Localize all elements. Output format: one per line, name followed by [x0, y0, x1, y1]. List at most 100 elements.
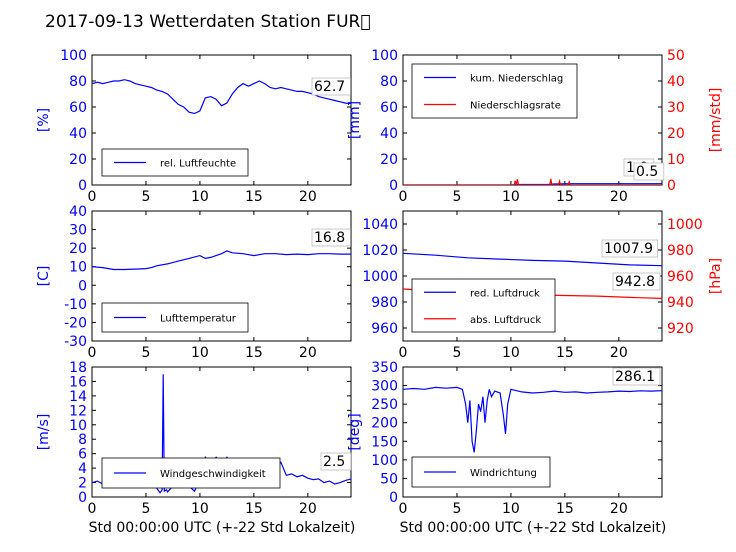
series-line-windrichtung	[403, 386, 662, 453]
y2-tick-label: 940	[667, 295, 694, 311]
y-tick-label: 60	[380, 100, 398, 116]
x-tick-label: 20	[299, 501, 317, 517]
y-tick-label: 1020	[362, 243, 398, 259]
y-tick-label: 6	[78, 447, 87, 463]
x-tick-label: 5	[452, 345, 461, 361]
x-tick-label: 10	[191, 501, 209, 517]
y2-tick-label: 1000	[667, 217, 703, 233]
y-tick-label: 100	[60, 48, 87, 64]
y-tick-label: -10	[64, 297, 87, 313]
y-axis-label: [C]	[36, 266, 52, 287]
x-axis-label-right: Std 00:00:00 UTC (+-22 Std Lokalzeit)	[400, 520, 667, 536]
value-label-box	[311, 77, 351, 96]
x-tick-label: 5	[141, 189, 150, 205]
x-tick-label: 15	[556, 345, 574, 361]
current-value-label: 2.5	[323, 454, 345, 470]
y-tick-label: 300	[371, 379, 398, 395]
x-tick-label: 15	[556, 501, 574, 517]
x-tick-label: 10	[502, 345, 520, 361]
y-tick-label: 10	[69, 418, 87, 434]
x-tick-label: 15	[245, 345, 263, 361]
y-tick-label: 350	[371, 360, 398, 376]
current-value-label: 16.8	[314, 230, 345, 246]
current-value-label: 62.7	[314, 79, 345, 95]
series-line-niederschlagsrate	[403, 178, 662, 185]
y-tick-label: -30	[64, 334, 87, 350]
y-tick-label: 200	[371, 416, 398, 432]
legend-entry: Niederschlagsrate	[470, 101, 561, 112]
y-tick-label: 250	[371, 397, 398, 413]
y-tick-label: 80	[69, 74, 87, 90]
current-value-label: 1007.9	[604, 241, 653, 257]
chart-panel-humidity: 0 5 10 15 20 0 20 40 60 80 100 [%] rel. Luftfeuchte 6…	[36, 48, 352, 205]
y2-tick-label: 10	[667, 152, 685, 168]
y-tick-label: 40	[69, 126, 87, 142]
x-tick-label: 20	[610, 189, 628, 205]
x-tick-label: 15	[245, 189, 263, 205]
y-tick-label: 2	[78, 476, 87, 492]
figure-title: 2017-09-13 Wetterdaten Station FUR 	[45, 12, 371, 32]
y-tick-label: 0	[78, 178, 87, 194]
x-tick-label: 5	[141, 501, 150, 517]
value-label-box	[612, 272, 661, 291]
y2-tick-label: 960	[667, 269, 694, 285]
y-tick-label: 40	[380, 126, 398, 142]
current-value-label: 0.5	[636, 164, 658, 180]
legend-entry: Windgeschwindigkeit	[160, 469, 266, 480]
y-tick-label: 4	[78, 461, 87, 477]
chart-panel-temperature: 0 5 10 15 20 -30 -20 -10 0 10 20 30 40 [C] Lufttempera…	[36, 204, 352, 361]
y2-tick-label: 0	[667, 178, 676, 194]
x-axis-label-left: Std 00:00:00 UTC (+-22 Std Lokalzeit)	[89, 520, 356, 536]
legend-entry: abs. Luftdruck	[470, 315, 541, 326]
y-axis-label: [%]	[36, 108, 52, 132]
y-tick-label: 0	[78, 490, 87, 506]
legend-box	[101, 148, 249, 177]
y2-tick-label: 920	[667, 321, 694, 337]
current-value-label: 286.1	[615, 369, 655, 385]
series-line-red-luftdruck	[403, 252, 662, 267]
series-line-rel-luftfeuchte	[92, 79, 351, 115]
y-tick-label: 30	[69, 223, 87, 239]
x-tick-label: 10	[191, 345, 209, 361]
chart-panel-pressure: 0 5 10 15 20 960 980 1000 1020 1040 920 940 960 980 10…	[362, 210, 724, 361]
y2-axis-label: [mm/std]	[708, 88, 724, 153]
y-tick-label: 40	[69, 204, 87, 220]
y-tick-label: 0	[389, 178, 398, 194]
y-tick-label: 18	[69, 360, 87, 376]
y-tick-label: 0	[389, 490, 398, 506]
y-tick-label: 20	[69, 241, 87, 257]
x-tick-label: 5	[452, 189, 461, 205]
value-label-box	[311, 228, 351, 247]
value-label-box	[320, 452, 352, 471]
y-tick-label: 10	[69, 260, 87, 276]
x-tick-label: 15	[245, 501, 263, 517]
x-tick-label: 20	[610, 501, 628, 517]
value-label-box	[633, 162, 665, 181]
x-tick-label: 0	[88, 189, 97, 205]
x-tick-label: 0	[88, 501, 97, 517]
y2-axis-label: [hPa]	[708, 258, 724, 294]
y-tick-label: 100	[371, 453, 398, 469]
y-tick-label: 100	[371, 48, 398, 64]
y-tick-label: 1000	[362, 269, 398, 285]
y2-tick-label: 30	[667, 100, 685, 116]
current-value-label: 942.8	[615, 274, 655, 290]
x-tick-label: 10	[502, 189, 520, 205]
value-label-box	[612, 367, 661, 386]
chart-panel-wind-speed: 0 5 10 15 20024681012141618[m/s]Windgeschwin…	[36, 360, 352, 517]
x-tick-label: 0	[399, 345, 408, 361]
chart-panel-precip: 0 5 10 15 20 0 20 40 60 80 100 0 10 20 30 40 50 [mm] [mm/s…	[347, 48, 724, 205]
x-tick-label: 5	[141, 345, 150, 361]
x-tick-label: 20	[299, 189, 317, 205]
y-axis-label: [mm]	[347, 101, 363, 139]
x-tick-label: 0	[399, 189, 408, 205]
value-label-box	[601, 239, 658, 258]
y2-tick-label: 20	[667, 126, 685, 142]
x-tick-label: 10	[502, 501, 520, 517]
legend-box	[411, 278, 556, 333]
y-tick-label: 980	[371, 295, 398, 311]
y-tick-label: 20	[380, 152, 398, 168]
chart-panel-wind-direction: 0 5 10 15 20050100150200250300350[deg]Windri…	[347, 360, 663, 517]
legend-entry: red. Luftdruck	[470, 288, 540, 299]
